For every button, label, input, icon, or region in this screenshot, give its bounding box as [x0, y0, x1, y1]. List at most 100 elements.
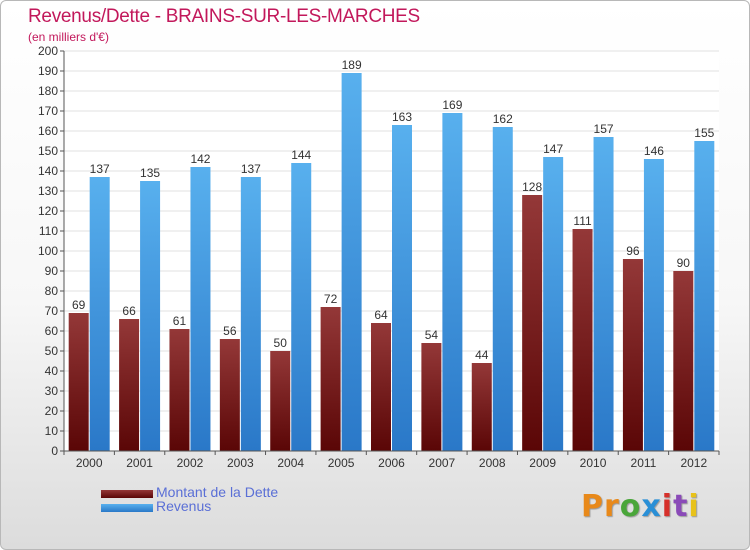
logo-letter: i: [661, 489, 674, 524]
revenus-bar: [190, 167, 211, 451]
y-tick-label: 130: [38, 184, 58, 198]
logo-letter: P: [581, 489, 604, 524]
revenus-value-label: 169: [442, 98, 462, 112]
dette-value-label: 96: [626, 244, 640, 258]
x-axis: 2000 2001 2002 2003 2004 2005 2006 2007 2008 2009…: [63, 450, 720, 470]
y-tick-label: 150: [38, 144, 58, 158]
revenus-bar: [442, 113, 463, 451]
x-tick-label: 2004: [277, 456, 304, 470]
y-tick-label: 10: [45, 424, 59, 438]
y-tick-label: 90: [45, 264, 59, 278]
dette-value-label: 72: [324, 292, 338, 306]
x-tick-label: 2006: [378, 456, 405, 470]
y-tick-label: 200: [38, 44, 58, 58]
dette-value-label: 54: [425, 328, 439, 342]
revenus-bar: [291, 163, 312, 451]
y-tick-label: 110: [39, 224, 58, 238]
dette-bar: [270, 351, 291, 451]
x-tick-label: 2003: [227, 456, 254, 470]
dette-bar: [320, 307, 341, 451]
revenus-bar: [240, 177, 261, 451]
x-tick-label: 2009: [529, 456, 556, 470]
logo-letter: i: [688, 489, 700, 524]
bars: 69 137 66 135 61 142 56 137 50 144 72 189 64 163 54 169…: [68, 58, 715, 451]
legend-label-dette: Montant de la Dette: [156, 484, 279, 500]
revenus-bar: [643, 159, 664, 451]
revenus-bar: [392, 125, 412, 451]
dette-bar: [119, 319, 140, 451]
dette-bar: [522, 195, 543, 451]
y-tick-label: 120: [38, 204, 58, 218]
y-axis: 0 10 20 30 40 50 60 70 80 90 100 110 120 130 140 150 160…: [38, 44, 65, 458]
legend-swatch-dette: [101, 490, 153, 498]
y-tick-label: 180: [38, 84, 58, 98]
dette-value-label: 66: [122, 304, 136, 318]
revenus-value-label: 163: [392, 110, 412, 124]
revenus-bar: [593, 137, 614, 451]
dette-bar: [421, 343, 442, 451]
dette-value-label: 61: [173, 314, 187, 328]
revenus-bar: [140, 181, 161, 451]
dette-bar: [622, 259, 643, 451]
revenus-bar: [543, 157, 564, 451]
x-tick-label: 2007: [429, 456, 456, 470]
revenus-value-label: 189: [342, 58, 362, 72]
y-tick-label: 160: [38, 124, 58, 138]
revenus-bar: [89, 177, 110, 451]
dette-value-label: 50: [274, 336, 288, 350]
dette-bar: [471, 363, 492, 451]
y-tick-label: 70: [45, 304, 59, 318]
chart-title: Revenus/Dette - BRAINS-SUR-LES-MARCHES: [28, 6, 420, 27]
y-tick-label: 170: [38, 104, 58, 118]
dette-bar: [68, 313, 89, 451]
logo-letter: t: [673, 489, 689, 524]
revenus-value-label: 137: [90, 162, 110, 176]
revenus-value-label: 147: [543, 142, 563, 156]
revenus-value-label: 144: [291, 148, 311, 162]
logo-letter: x: [641, 489, 662, 524]
chart-subtitle: (en milliers d'€): [28, 30, 109, 44]
y-tick-label: 80: [45, 284, 59, 298]
dette-value-label: 128: [522, 180, 542, 194]
y-tick-label: 0: [51, 444, 58, 458]
dette-value-label: 56: [223, 324, 237, 338]
dette-value-label: 69: [72, 298, 86, 312]
x-tick-label: 2001: [126, 456, 153, 470]
dette-value-label: 64: [374, 308, 388, 322]
dette-value-label: 90: [677, 256, 691, 270]
revenus-bar: [492, 127, 513, 451]
revenus-value-label: 137: [241, 162, 261, 176]
x-tick-label: 2008: [479, 456, 506, 470]
y-tick-label: 140: [38, 164, 58, 178]
revenus-value-label: 157: [594, 122, 614, 136]
revenus-bar: [694, 141, 715, 451]
x-tick-label: 2002: [177, 456, 204, 470]
x-tick-label: 2010: [580, 456, 607, 470]
y-tick-label: 50: [45, 344, 59, 358]
dette-bar: [572, 229, 593, 451]
legend-label-revenus: Revenus: [156, 498, 212, 514]
revenus-bar: [341, 73, 362, 451]
revenus-value-label: 146: [644, 144, 664, 158]
x-tick-label: 2005: [328, 456, 355, 470]
logo-letter: o: [619, 489, 642, 524]
y-tick-label: 40: [45, 364, 59, 378]
dette-bar: [673, 271, 694, 451]
dette-bar: [371, 323, 391, 451]
dette-value-label: 44: [475, 348, 489, 362]
dette-bar: [219, 339, 240, 451]
x-tick-label: 2011: [631, 456, 657, 470]
revenus-value-label: 155: [694, 126, 714, 140]
x-tick-label: 2000: [76, 456, 103, 470]
revenus-value-label: 135: [140, 166, 160, 180]
y-tick-label: 100: [38, 244, 58, 258]
proxiti-logo: Proxiti: [581, 489, 700, 524]
dette-value-label: 111: [573, 214, 592, 228]
logo-letter: r: [604, 489, 620, 524]
y-tick-label: 60: [45, 324, 59, 338]
legend-swatch-revenus: [101, 504, 153, 512]
y-tick-label: 30: [45, 384, 59, 398]
revenus-value-label: 162: [493, 112, 513, 126]
